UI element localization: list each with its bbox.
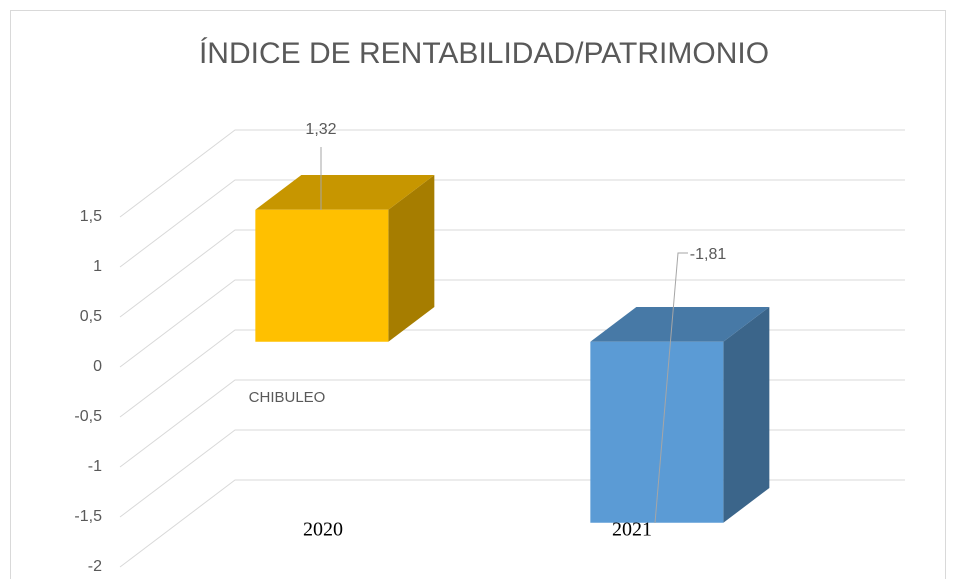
- bar-side: [723, 306, 770, 523]
- y-tick-label: 0,5: [80, 308, 102, 325]
- grid-line: [119, 129, 905, 218]
- bar: [255, 174, 435, 342]
- grid-line: [119, 229, 905, 318]
- grid-line: [119, 279, 905, 368]
- bar-front: [255, 209, 389, 342]
- data-label: -1,81: [690, 246, 727, 263]
- data-label: 1,32: [305, 121, 336, 138]
- x-tick-label: 2021: [612, 519, 652, 541]
- grid-line: [119, 179, 905, 268]
- bar-side: [388, 174, 435, 342]
- y-tick-label: -1: [88, 458, 102, 475]
- bar-front: [590, 341, 724, 523]
- bar-top: [255, 174, 435, 210]
- bar: [590, 306, 770, 523]
- y-tick-label: -1,5: [74, 508, 102, 525]
- series-label: CHIBULEO: [249, 389, 326, 406]
- y-tick-label: -2: [88, 558, 102, 575]
- y-tick-label: 1,5: [80, 208, 102, 225]
- y-tick-label: -0,5: [74, 408, 102, 425]
- x-tick-label: 2020: [303, 519, 343, 541]
- bar-top: [590, 306, 770, 342]
- y-tick-label: 0: [93, 358, 102, 375]
- chart-frame: [10, 10, 946, 584]
- y-tick-label: 1: [93, 258, 102, 275]
- chart-title: ÍNDICE DE RENTABILIDAD/PATRIMONIO: [199, 37, 769, 70]
- leader-line: [654, 252, 688, 524]
